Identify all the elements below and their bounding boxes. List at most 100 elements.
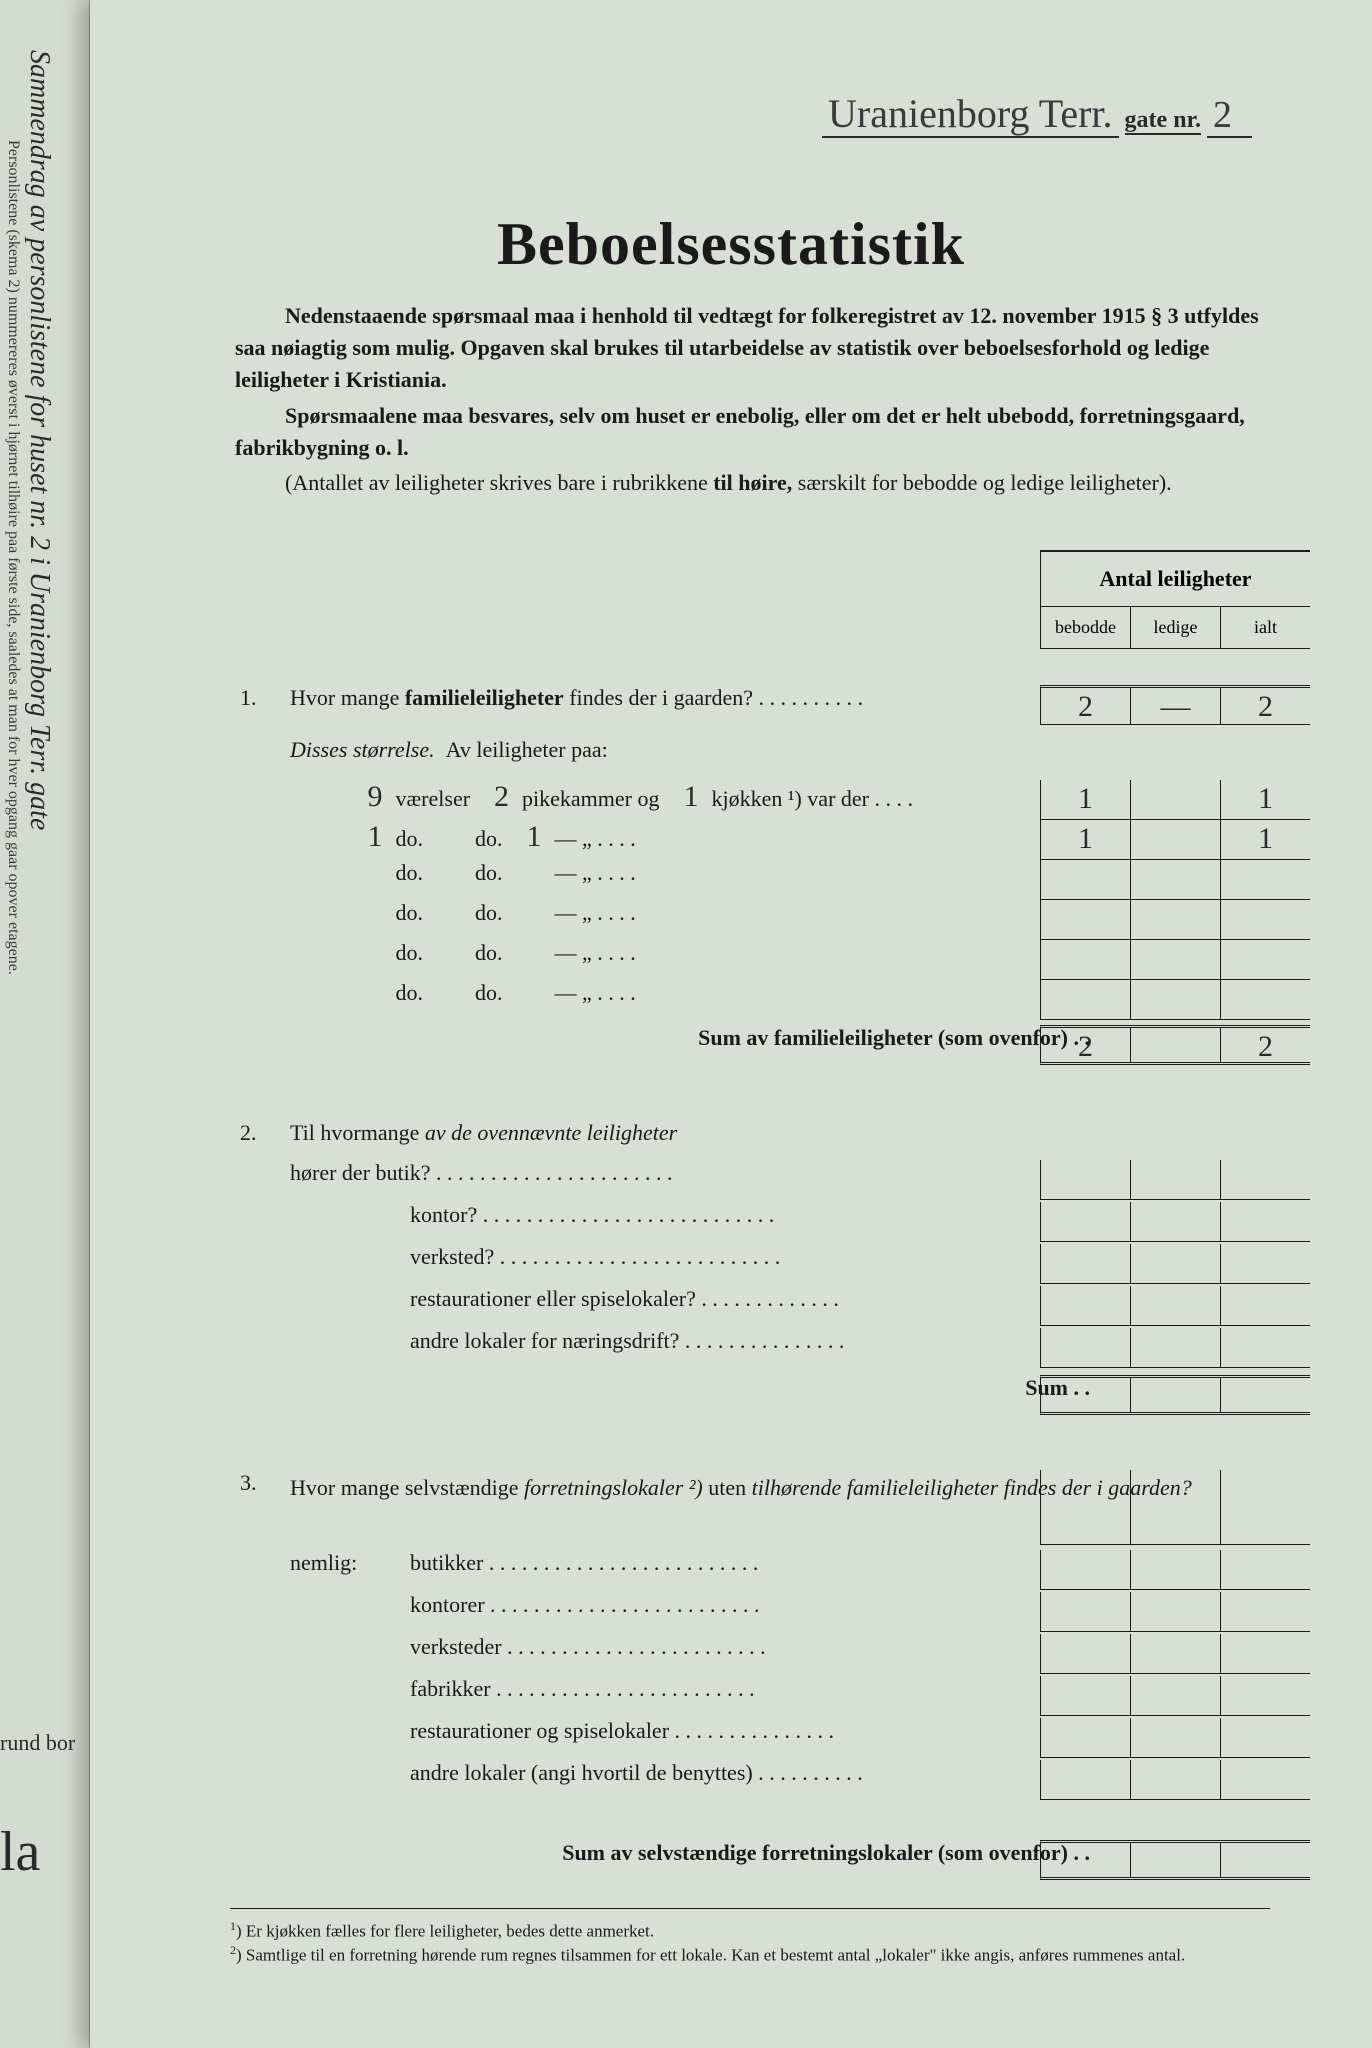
q2-row-text: hører der butik? . . . . . . . . . . . .… (290, 1160, 1030, 1186)
q1-row-cells: 1 1 (1040, 820, 1310, 860)
cell (1041, 1286, 1130, 1325)
q1-sum-c2: 2 (1221, 1028, 1310, 1062)
cell (1130, 820, 1221, 859)
q2-row-cells (1040, 1202, 1310, 1242)
footnotes: 1) Er kjøkken fælles for flere leilighet… (230, 1908, 1270, 1968)
q2-row: andre lokaler for næringsdrift? . . . . … (230, 1328, 1310, 1368)
cell (1041, 1676, 1130, 1715)
sidebar-instruction: Personlistene (skema 2) nummereres øvers… (4, 140, 22, 1740)
q2-sum-c1 (1130, 1378, 1221, 1412)
q3-row-cells (1040, 1550, 1310, 1590)
txt: — „ (555, 860, 592, 885)
q1-av-leil: Av leiligheter paa: (446, 737, 608, 762)
q3-row: verksteder . . . . . . . . . . . . . . .… (230, 1634, 1310, 1674)
footnote-1: 1) Er kjøkken fælles for flere leilighet… (230, 1919, 1270, 1942)
cell (1130, 1592, 1221, 1631)
header-nr-hand: 2 (1207, 94, 1252, 138)
col-bebodde: bebodde (1041, 607, 1130, 648)
q3-row: andre lokaler (angi hvortil de benyttes)… (230, 1760, 1310, 1800)
q3-head-cells (1040, 1470, 1310, 1545)
q3-sum-label-a: Sum av selvstændige forretningslokaler (562, 1840, 932, 1865)
q2-text-a: Til hvormange (290, 1120, 419, 1145)
q1-size-row: 9 værelser 2 pikekammer og 1 kjøkken ¹) … (230, 780, 1310, 820)
txt: — „ (555, 980, 592, 1005)
cell (1221, 1160, 1310, 1199)
txt: do. (396, 860, 424, 885)
q1-text-a: Hvor mange (290, 685, 399, 710)
q3-row-text: butikker . . . . . . . . . . . . . . . .… (410, 1550, 1150, 1576)
cell (1041, 1244, 1130, 1283)
signature-fragment: la (0, 1820, 40, 1884)
sidebar-hand-nr: 2 (24, 536, 55, 550)
cell (1221, 1634, 1310, 1673)
cell (1221, 1760, 1310, 1799)
cell (1130, 1244, 1221, 1283)
q2-row-text: andre lokaler for næringsdrift? . . . . … (410, 1328, 1150, 1354)
q1-row-text: do. do. — „ . . . . (360, 860, 1030, 886)
cell (1221, 1244, 1310, 1283)
q1-disses-label: Disses størrelse. (290, 737, 435, 762)
q3-text-a: Hvor mange selvstændige (290, 1475, 519, 1500)
header-street-line: Uranienborg Terr. gate nr. 2 (822, 90, 1252, 137)
txt: do. (396, 980, 424, 1005)
cell (1221, 1328, 1310, 1367)
sidebar-text-3: gate (24, 782, 55, 830)
q2-text: Til hvormange av de ovennævnte leilighet… (290, 1120, 1030, 1146)
q1-row-cells (1040, 860, 1310, 900)
cell (1221, 1202, 1310, 1241)
q3-row: butikker . . . . . . . . . . . . . . . .… (230, 1550, 1310, 1590)
cell (1221, 980, 1310, 1019)
txt: pikekammer og (522, 786, 659, 811)
txt: værelser (396, 786, 471, 811)
q3-row: restaurationer og spiselokaler . . . . .… (230, 1718, 1310, 1758)
header-gate-label: gate nr. (1125, 107, 1201, 135)
cell (1041, 940, 1130, 979)
cell (1130, 900, 1221, 939)
q2-sum-c0 (1041, 1378, 1130, 1412)
q3-row-cells (1040, 1760, 1310, 1800)
cell (1221, 1676, 1310, 1715)
cell (1221, 1286, 1310, 1325)
q3-hc2 (1221, 1470, 1310, 1544)
q3-row-text: andre lokaler (angi hvortil de benyttes)… (410, 1760, 1150, 1786)
col-ialt: ialt (1221, 607, 1310, 648)
q1-cells: 2 — 2 (1040, 685, 1310, 725)
q2-row-cells (1040, 1328, 1310, 1368)
q2-sum-row: Sum . . (230, 1375, 1310, 1415)
q1-size-row: do. do. — „ . . . . (230, 980, 1310, 1020)
q1-size-row: do. do. — „ . . . . (230, 860, 1310, 900)
sidebar-summary-line: Sammendrag av personlistene for huset nr… (23, 50, 55, 1950)
q1-size-row: do. do. — „ . . . . (230, 900, 1310, 940)
q2-row-cells (1040, 1244, 1310, 1284)
q2-row-text: restaurationer eller spiselokaler? . . .… (410, 1286, 1150, 1312)
intro-p3c: særskilt for bebodde og ledige leilighet… (798, 470, 1172, 495)
q3-text-b: forretningslokaler ²) (524, 1475, 703, 1500)
q1-row-cells (1040, 900, 1310, 940)
footnote-2-text: Samtlige til en forretning hørende rum r… (246, 1946, 1185, 1965)
sidebar-text-2: i (24, 557, 55, 565)
q2-sum-c2 (1221, 1378, 1310, 1412)
intro-p3a: (Antallet av leiligheter skrives bare i … (285, 470, 708, 495)
cell (1221, 900, 1310, 939)
q3-sum-c1 (1130, 1843, 1221, 1877)
cell (1130, 980, 1221, 1019)
hand-val: 1 (519, 820, 549, 854)
cell: 1 (1041, 780, 1130, 819)
cell (1221, 940, 1310, 979)
q3-row: kontorer . . . . . . . . . . . . . . . .… (230, 1592, 1310, 1632)
q3-row-text: restaurationer og spiselokaler . . . . .… (410, 1718, 1150, 1744)
q2-text-b: av de ovennævnte leiligheter (425, 1120, 677, 1145)
sidebar-fold: Sammendrag av personlistene for huset nr… (0, 0, 90, 2048)
q3-num: 3. (240, 1470, 257, 1496)
page-title: Beboelsesstatistik (90, 210, 1372, 279)
table-header-title: Antal leiligheter (1040, 552, 1310, 607)
cell: 1 (1221, 780, 1310, 819)
hand-val: 9 (360, 780, 390, 814)
cell (1041, 980, 1130, 1019)
intro-p2: Spørsmaalene maa besvares, selv om huset… (235, 400, 1275, 464)
q1-text-b: familieleiligheter (405, 685, 564, 710)
cell (1130, 1160, 1221, 1199)
q1-row-cells: 1 1 (1040, 780, 1310, 820)
txt: kjøkken ¹) var der (712, 786, 869, 811)
q2-row: verksted? . . . . . . . . . . . . . . . … (230, 1244, 1310, 1284)
